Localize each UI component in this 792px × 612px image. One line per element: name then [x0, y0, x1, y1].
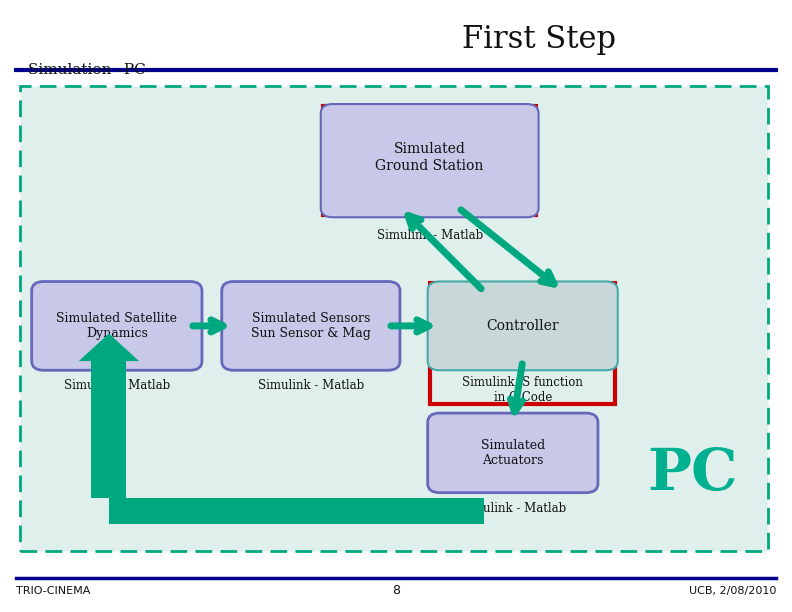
Text: 8: 8 — [392, 584, 400, 597]
Text: Simulated Sensors
Sun Sensor & Mag: Simulated Sensors Sun Sensor & Mag — [251, 312, 371, 340]
FancyBboxPatch shape — [32, 282, 202, 370]
FancyBboxPatch shape — [428, 413, 598, 493]
Polygon shape — [78, 334, 139, 361]
Text: UCB, 2/08/2010: UCB, 2/08/2010 — [689, 586, 776, 595]
FancyBboxPatch shape — [428, 282, 618, 370]
Text: Simulated Satellite
Dynamics: Simulated Satellite Dynamics — [56, 312, 177, 340]
Text: Simulink - Matlab: Simulink - Matlab — [459, 502, 566, 515]
Text: PC: PC — [648, 446, 738, 502]
FancyBboxPatch shape — [20, 86, 768, 551]
Text: Simulated
Actuators: Simulated Actuators — [481, 439, 545, 467]
Text: TRIO-CINEMA: TRIO-CINEMA — [16, 586, 90, 595]
Bar — [323, 106, 536, 215]
Text: Simulated
Ground Station: Simulated Ground Station — [375, 143, 484, 173]
Text: Simulation –PC: Simulation –PC — [28, 62, 146, 76]
FancyBboxPatch shape — [222, 282, 400, 370]
Polygon shape — [109, 498, 483, 524]
Polygon shape — [92, 361, 127, 498]
Text: First Step: First Step — [462, 24, 615, 55]
Text: Controller: Controller — [486, 319, 559, 333]
Text: Simulink - Matlab: Simulink - Matlab — [257, 379, 364, 392]
Text: Simulink - Matlab: Simulink - Matlab — [376, 229, 483, 242]
Text: Simulink - Matlab: Simulink - Matlab — [63, 379, 170, 392]
Text: Simulink  S function
in C Code: Simulink S function in C Code — [463, 376, 583, 405]
Bar — [430, 283, 615, 404]
FancyBboxPatch shape — [321, 104, 539, 217]
